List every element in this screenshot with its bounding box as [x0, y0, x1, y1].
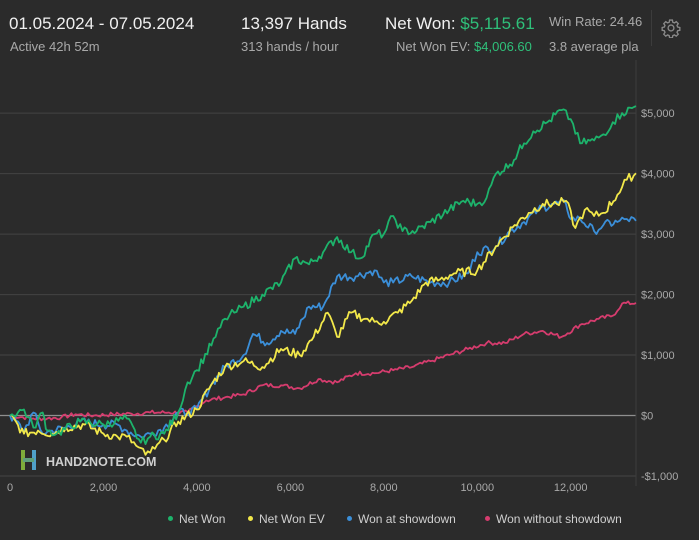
net-won-ev-value: $4,006.60	[474, 39, 532, 54]
y-tick-label: $5,000	[641, 108, 675, 120]
legend-dot-icon	[485, 516, 490, 522]
y-tick-label: $4,000	[641, 169, 675, 181]
x-tick-label: 8,000	[370, 482, 398, 494]
won-without-showdown-line	[9, 300, 637, 422]
x-tick-label: 10,000	[460, 482, 494, 494]
legend-dot-icon	[168, 516, 173, 522]
net-won-value: $5,115.61	[460, 14, 535, 33]
net-won-ev-line	[9, 172, 637, 456]
net-won-stat: Net Won: $5,115.61	[385, 14, 535, 34]
x-tick-label: 0	[7, 482, 13, 494]
y-tick-label: -$1,000	[641, 471, 678, 483]
y-tick-label: $0	[641, 411, 653, 423]
win-rate: Win Rate: 24.46	[549, 14, 643, 29]
x-tick-label: 6,000	[277, 482, 305, 494]
watermark-text: HAND2NOTE.COM	[46, 455, 156, 469]
legend-label: Net Won	[179, 512, 226, 526]
x-tick-label: 4,000	[183, 482, 211, 494]
legend-item-won-without-showdown[interactable]: Won without showdown	[485, 512, 622, 526]
settings-button[interactable]	[651, 10, 690, 46]
y-tick-label: $1,000	[641, 350, 675, 362]
y-tick-label: $3,000	[641, 229, 675, 241]
legend-item-net-won-ev[interactable]: Net Won EV	[248, 512, 325, 526]
series-lines	[9, 105, 637, 456]
legend-item-won-at-showdown[interactable]: Won at showdown	[347, 512, 456, 526]
legend-label: Net Won EV	[259, 512, 325, 526]
date-range[interactable]: 01.05.2024 - 07.05.2024	[9, 14, 195, 33]
x-tick-label: 12,000	[554, 482, 588, 494]
x-axis-ticks: 0 2,000 4,000 6,000 8,000 10,000 12,000	[7, 482, 588, 494]
net-won-ev-stat: Net Won EV: $4,006.60	[396, 39, 532, 54]
active-time: Active 42h 52m	[10, 39, 100, 54]
average-players: 3.8 average pla	[549, 39, 639, 54]
won-at-showdown-line	[9, 198, 637, 440]
legend-dot-icon	[248, 516, 253, 522]
legend-dot-icon	[347, 516, 352, 522]
legend-label: Won without showdown	[496, 512, 622, 526]
net-won-ev-label: Net Won EV:	[396, 39, 471, 54]
gear-icon	[661, 19, 681, 38]
legend-item-net-won[interactable]: Net Won	[168, 512, 225, 526]
net-won-line	[9, 105, 637, 445]
h2n-logo-icon	[21, 450, 36, 470]
hands-count: 13,397 Hands	[241, 14, 347, 33]
hands-per-hour: 313 hands / hour	[241, 39, 339, 54]
x-tick-label: 2,000	[90, 482, 118, 494]
y-axis-ticks: -$1,000 $0 $1,000 $2,000 $3,000 $4,000 $5,000	[641, 108, 678, 483]
watermark: HAND2NOTE.COM	[21, 450, 156, 470]
y-tick-label: $2,000	[641, 290, 675, 302]
profit-chart: HAND2NOTE.COM -$1,000 $0 $1,000 $2,000 $3,00…	[0, 60, 678, 494]
stats-overflow: Win Rate: 24.46 3.8 average pla	[549, 12, 649, 56]
net-won-label: Net Won:	[385, 14, 456, 33]
legend-label: Won at showdown	[358, 512, 456, 526]
